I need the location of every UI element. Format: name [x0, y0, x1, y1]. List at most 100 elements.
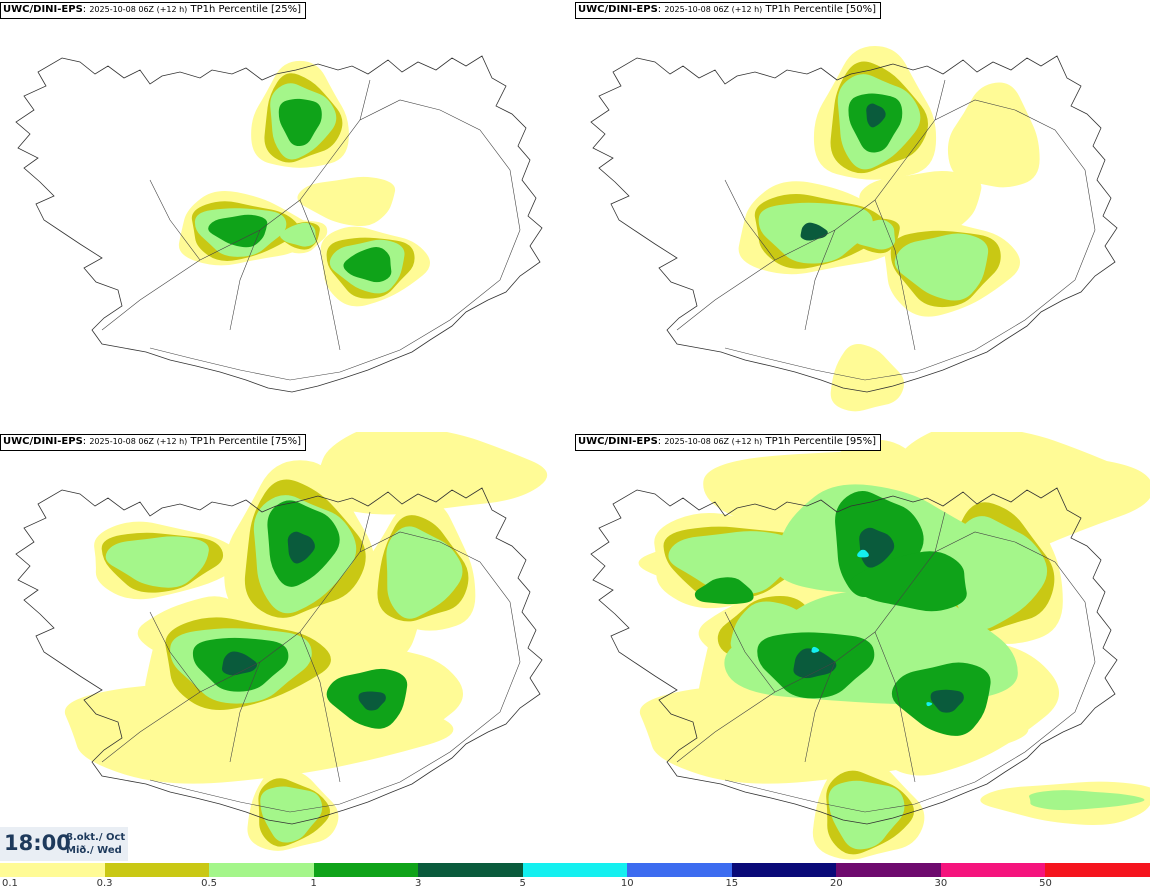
precip-area: [279, 222, 317, 247]
colorbar-segment: [940, 863, 1046, 877]
colorbar-label: 0.3: [96, 878, 113, 889]
precip-area: [260, 786, 323, 843]
colorbar-label: 10: [620, 878, 634, 889]
road: [874, 631, 916, 783]
colorbar-label: 3: [414, 878, 422, 889]
precip-area: [668, 531, 795, 594]
precip-area: [830, 343, 905, 412]
road: [229, 229, 261, 331]
road: [724, 611, 776, 693]
model-name: UWC/DINI-EPS: [3, 436, 83, 447]
precip-area: [930, 689, 964, 713]
road: [149, 611, 201, 693]
road: [934, 511, 946, 553]
model-name: UWC/DINI-EPS: [578, 436, 658, 447]
road: [101, 531, 521, 813]
colorbar-segment: [731, 863, 837, 877]
precip-area: [208, 214, 268, 248]
colorbar-segment: [418, 863, 523, 877]
precip-area: [694, 577, 754, 605]
road: [804, 661, 836, 763]
precip-area: [800, 222, 828, 241]
map-panel-p75: UWC/DINI-EPS: 2025-10-08 06Z (+12 h) TP1…: [0, 432, 575, 862]
colorbar-label: 15: [725, 878, 739, 889]
road: [676, 531, 1096, 813]
valid-time: 18:00: [4, 831, 71, 855]
coastline: [590, 487, 1118, 825]
model-name: UWC/DINI-EPS: [578, 4, 658, 15]
panel-label: TP1h Percentile [95%]: [765, 436, 877, 447]
precip-area: [894, 233, 989, 301]
precip-area: [859, 171, 982, 233]
colorbar-segment: [627, 863, 732, 877]
panel-label: TP1h Percentile [75%]: [190, 436, 302, 447]
precip-area: [849, 219, 896, 250]
colorbar-segment: [836, 863, 941, 877]
colorbar-segment: [104, 863, 210, 877]
run-time: 2025-10-08 06Z (+12 h): [664, 437, 763, 446]
road: [299, 199, 341, 351]
colorbar-label: 30: [934, 878, 948, 889]
precip-map-p25: [15, 55, 543, 393]
precip-area: [857, 549, 869, 558]
precip-map-p75: [15, 432, 548, 851]
precip-area: [1028, 790, 1145, 811]
colorbar-label: 20: [829, 878, 843, 889]
colorbar-segment: [0, 863, 105, 877]
road: [676, 99, 1096, 381]
road: [724, 179, 776, 261]
precip-area: [926, 702, 933, 707]
precip-map-p50: [590, 46, 1118, 412]
panel-title: UWC/DINI-EPS: 2025-10-08 06Z (+12 h) TP1…: [575, 434, 882, 451]
precip-area: [850, 551, 967, 612]
colorbar-segment: [313, 863, 419, 877]
model-name: UWC/DINI-EPS: [3, 4, 83, 15]
precip-area: [828, 780, 905, 850]
colorbar-label: 1: [310, 878, 317, 889]
road: [149, 179, 201, 261]
panel-label: TP1h Percentile [25%]: [190, 4, 302, 15]
precip-area: [297, 176, 396, 227]
run-time: 2025-10-08 06Z (+12 h): [89, 437, 188, 446]
run-time: 2025-10-08 06Z (+12 h): [664, 5, 763, 14]
precip-area: [811, 646, 820, 653]
colorbar-label: 0.1: [2, 878, 18, 889]
panel-title: UWC/DINI-EPS: 2025-10-08 06Z (+12 h) TP1…: [575, 2, 882, 19]
road: [359, 79, 371, 121]
valid-date-line2: Mið./ Wed: [66, 845, 122, 856]
precip-area: [793, 648, 837, 679]
precip-area: [278, 98, 322, 147]
precip-area: [866, 103, 886, 128]
road: [299, 631, 341, 783]
panel-label: TP1h Percentile [50%]: [765, 4, 877, 15]
precip-area: [287, 531, 315, 564]
map-panel-p95: UWC/DINI-EPS: 2025-10-08 06Z (+12 h) TP1…: [575, 432, 1150, 862]
colorbar-labels: 0.1 0.3 0.5 1 3 5 10 15 20 30 50: [0, 877, 1150, 891]
valid-time-box: 18:00 8.okt./ Oct Mið./ Wed: [0, 827, 128, 861]
road: [359, 511, 371, 553]
coastline: [15, 55, 543, 393]
precip-colorbar: [0, 863, 1150, 877]
road: [229, 661, 261, 763]
road: [934, 79, 946, 121]
precip-area: [105, 536, 209, 588]
precip-area: [947, 82, 1040, 188]
coastline: [590, 55, 1118, 393]
colorbar-segment: [522, 863, 628, 877]
run-time: 2025-10-08 06Z (+12 h): [89, 5, 188, 14]
precip-area: [859, 527, 895, 568]
precip-area: [221, 651, 258, 676]
precip-map-p95: [590, 432, 1150, 860]
colorbar-segment: [209, 863, 314, 877]
panel-title: UWC/DINI-EPS: 2025-10-08 06Z (+12 h) TP1…: [0, 434, 307, 451]
panel-title: UWC/DINI-EPS: 2025-10-08 06Z (+12 h) TP1…: [0, 2, 307, 19]
colorbar-segment: [1045, 863, 1150, 877]
precip-area: [313, 432, 548, 515]
colorbar-label: 0.5: [201, 878, 218, 889]
precip-area: [343, 246, 392, 283]
valid-date-line1: 8.okt./ Oct: [66, 832, 126, 843]
coastline: [15, 487, 543, 825]
road: [804, 229, 836, 331]
map-panel-p25: UWC/DINI-EPS: 2025-10-08 06Z (+12 h) TP1…: [0, 0, 575, 430]
precip-area: [386, 526, 463, 619]
